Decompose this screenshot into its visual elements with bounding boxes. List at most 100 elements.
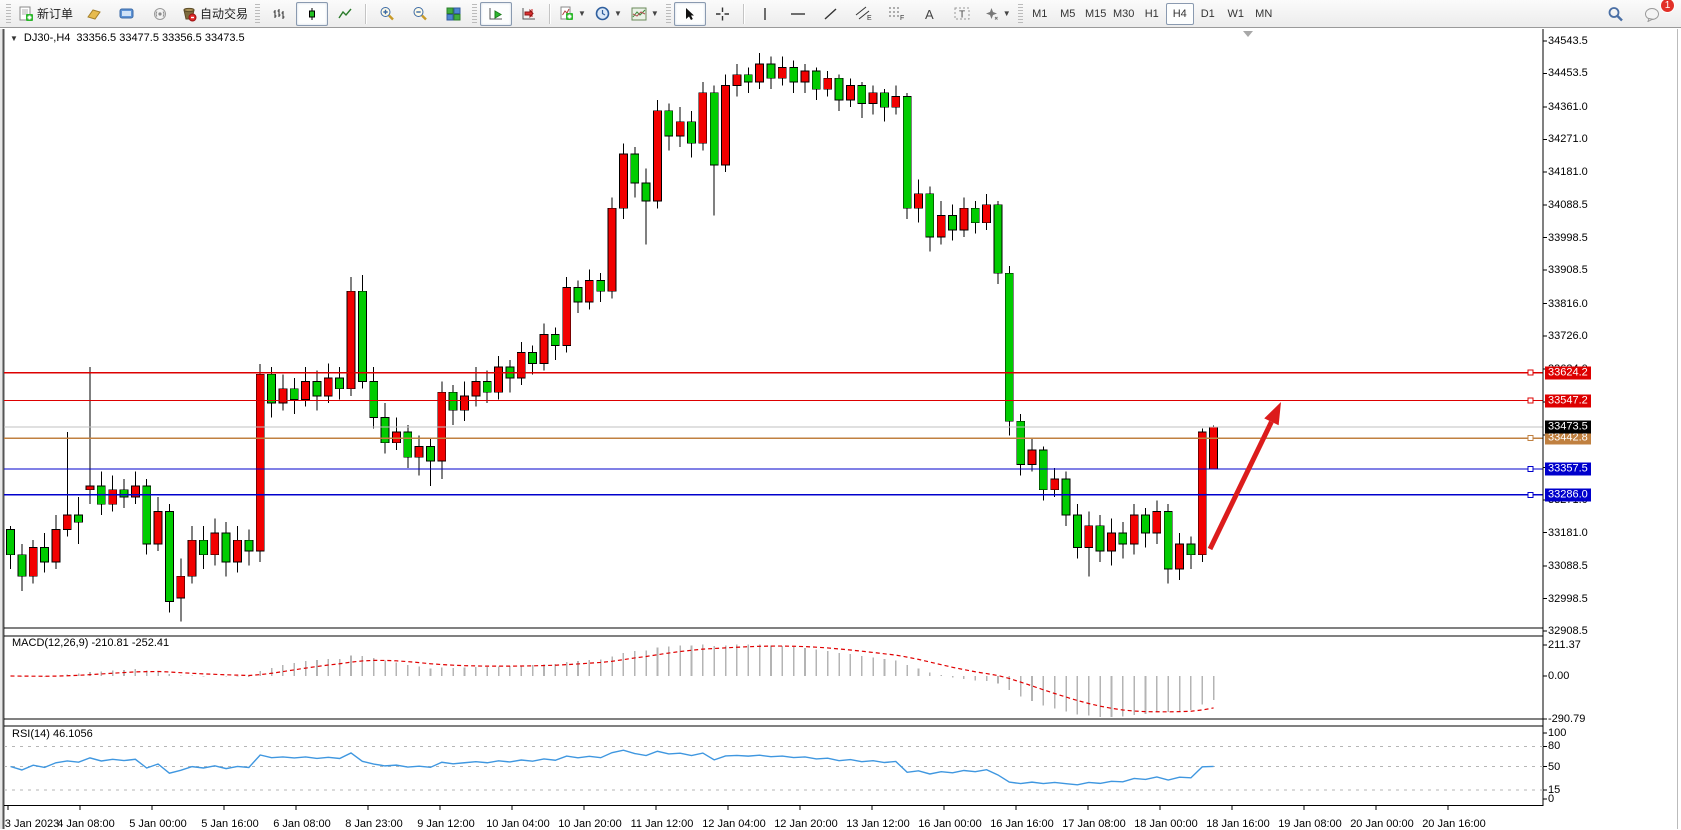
candlestick-chart-button[interactable] [296,1,329,26]
main-toolbar: 新订单 自动交易 [0,0,1681,28]
trend-arrow-head[interactable] [1264,402,1281,426]
candle-body [74,514,83,523]
auto-scroll-icon [489,7,503,19]
trend-arrow-shaft[interactable] [1207,420,1274,551]
candle-body [732,74,742,86]
candle-body [846,85,855,101]
chart-shift-button[interactable] [513,2,545,26]
new-order-button[interactable]: 新订单 [14,2,77,26]
timeframe-M15[interactable]: M15 [1085,7,1107,20]
bar-chart-button[interactable] [263,2,295,26]
candle-body [1129,514,1139,545]
timeframe-M30[interactable]: M30 [1113,7,1135,20]
auto-scroll-button[interactable] [480,1,513,26]
zoom-out-icon [413,7,427,21]
toolbar-grip [472,3,478,24]
candle-body [880,92,889,108]
timeframe-W1[interactable]: W1 [1227,7,1244,20]
candle-body [1163,510,1173,570]
equidistant-channel-button[interactable]: E [848,2,880,26]
line-handle[interactable] [1527,397,1534,404]
candle-body [709,92,719,166]
zoom-out-button[interactable] [404,2,436,26]
timeframe-H1[interactable]: H1 [1144,7,1159,20]
search-icon [1608,6,1623,21]
text-button[interactable]: A [914,2,946,26]
toolbar-separator [365,3,368,24]
vertical-line-icon [764,7,766,20]
clock-icon [595,6,610,21]
candle-body [698,92,708,144]
candle-body [777,67,787,79]
candle-body [460,395,469,411]
market-watch-button[interactable] [78,2,110,26]
zoom-in-button[interactable] [371,2,403,26]
candle-body [528,352,537,364]
svg-text:T: T [959,10,965,21]
macd-signal-line [10,645,1214,713]
candle-body [494,366,503,393]
candle-body [267,373,276,404]
candle-body [346,290,356,390]
text-a-icon: A [925,7,934,21]
line-chart-button[interactable] [329,2,361,26]
toolbar-grip [6,3,11,24]
candle-body [687,121,696,144]
line-handle[interactable] [1527,491,1534,498]
templates-button[interactable]: ▼ [627,2,663,26]
line-handle[interactable] [1527,465,1534,472]
notifications-button[interactable]: 1 [1637,0,1675,26]
line-handle[interactable] [1527,369,1534,376]
candle-body [823,77,833,90]
candle-body [1197,431,1207,556]
fibonacci-button[interactable]: F [881,2,913,26]
candle-body [426,446,435,462]
candle-body [993,204,1003,274]
crosshair-button[interactable] [707,2,739,26]
candle-body [516,352,526,379]
candle-body [982,204,991,224]
line-handle[interactable] [1527,435,1534,442]
timeframe-MN[interactable]: MN [1255,7,1273,20]
tile-windows-button[interactable] [437,2,469,26]
candle-body [1118,532,1128,545]
timeframe-M5[interactable]: M5 [1060,7,1076,20]
cursor-button[interactable] [673,1,706,26]
candle-body [766,63,776,79]
notification-badge: 1 [1660,0,1675,13]
candle-body [925,193,935,238]
rsi-line [10,749,1214,786]
candle-body [153,510,163,545]
candlestick-icon [308,7,315,20]
auto-trading-button[interactable]: 自动交易 [177,2,252,26]
timeframe-H4[interactable]: H4 [1165,2,1194,25]
candle-body [1152,510,1162,534]
candle-body [471,381,481,397]
chart-window: ▼ DJ30-,H4 33356.5 33477.5 33356.5 33473… [0,29,1681,830]
candle-body [108,489,118,505]
candle-body [448,391,458,411]
vertical-line-button[interactable] [749,2,781,26]
timeframe-M1[interactable]: M1 [1032,7,1048,20]
candle-body [40,547,49,563]
candle-body [233,539,242,563]
text-label-button[interactable]: T [947,2,979,26]
candle-body [414,446,424,458]
trendline-icon [824,7,837,20]
trendline-button[interactable] [815,2,847,26]
candle-body [550,334,560,346]
timeframe-D1[interactable]: D1 [1200,7,1215,20]
candle-body [1027,449,1037,465]
indicators-button[interactable]: ▼ [555,2,590,26]
broadcast-button[interactable] [144,2,176,26]
broadcast-icon [154,7,167,20]
horizontal-line-button[interactable] [782,2,814,26]
timeframe-group: M1 M5 M15 M30 H1 H4 D1 W1 MN [1026,2,1278,25]
chart-canvas[interactable] [0,29,1681,829]
search-button[interactable] [1599,2,1631,26]
candle-body [176,575,186,599]
periods-button[interactable]: ▼ [591,2,626,26]
arrows-button[interactable]: ▼ [980,2,1015,26]
candle-body [51,529,61,563]
data-window-button[interactable] [111,2,143,26]
